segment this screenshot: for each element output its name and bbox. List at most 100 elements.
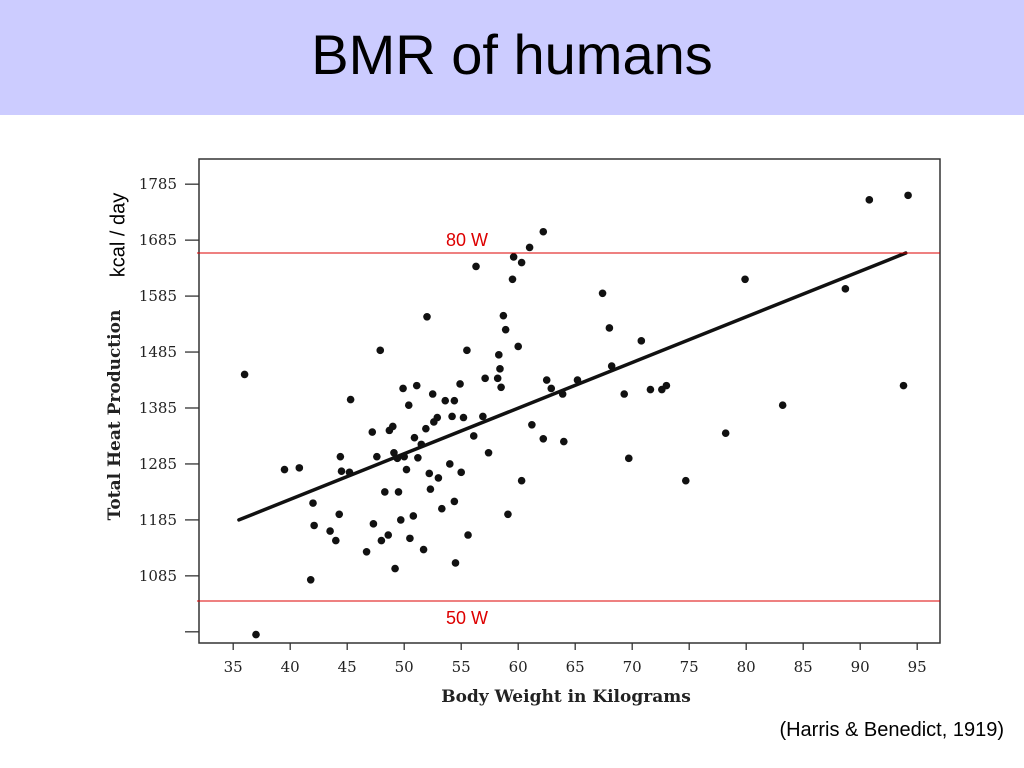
data-point	[434, 474, 443, 482]
data-point	[525, 243, 534, 252]
data-point	[508, 275, 517, 284]
data-point	[778, 401, 787, 409]
data-point	[528, 420, 536, 429]
y-tick-label: 1385	[139, 399, 177, 417]
x-tick-label: 40	[281, 658, 300, 676]
slide-title: BMR of humans	[311, 23, 713, 86]
data-point	[499, 311, 508, 320]
data-point	[391, 564, 399, 573]
x-tick-label: 45	[338, 658, 357, 676]
data-point	[335, 510, 344, 519]
data-point	[425, 469, 434, 478]
x-tick-label: 70	[623, 658, 642, 676]
data-point	[721, 429, 730, 437]
data-point	[495, 351, 503, 359]
data-point	[376, 346, 385, 355]
data-point	[469, 432, 478, 440]
data-point	[399, 384, 407, 393]
data-point	[402, 465, 411, 474]
data-point	[396, 516, 405, 524]
data-point	[450, 497, 459, 506]
unit-label-text: kcal / day	[107, 192, 130, 278]
y-tick-label: 1485	[139, 343, 177, 361]
data-point	[539, 227, 548, 236]
y-tick-label: 1185	[139, 511, 177, 529]
title-band	[0, 0, 1024, 115]
regression-line	[237, 251, 908, 522]
x-tick-label: 35	[224, 658, 243, 676]
data-point	[240, 370, 249, 379]
data-point	[464, 531, 472, 539]
y-tick-label: 1085	[139, 567, 177, 585]
data-point	[423, 312, 431, 321]
data-point	[451, 559, 460, 567]
data-point	[741, 275, 749, 284]
y-tick-label: 1585	[139, 287, 177, 305]
data-point	[377, 536, 386, 545]
data-point	[426, 485, 435, 493]
x-tick-label: 50	[395, 658, 414, 676]
data-point	[457, 468, 466, 477]
y-axis-title: Total Heat Production	[105, 310, 125, 521]
data-point	[394, 488, 403, 496]
data-point	[605, 324, 614, 332]
data-point	[448, 412, 456, 421]
data-point	[547, 384, 556, 393]
data-point	[497, 383, 505, 392]
data-point	[514, 342, 522, 351]
data-point	[662, 381, 671, 390]
data-point	[410, 433, 419, 442]
tick-layer: 35 40 45 50 55 60 65 70 75 80 85 90 95 1085 1185 1285 13…	[139, 175, 927, 676]
data-point	[368, 428, 377, 436]
data-point	[384, 531, 393, 539]
reference-lines: 80 W 50 W	[197, 230, 940, 628]
data-point	[646, 385, 655, 394]
data-point	[381, 488, 389, 496]
data-point	[620, 390, 629, 398]
data-point	[326, 527, 334, 535]
data-point	[446, 460, 454, 468]
data-point	[306, 575, 315, 584]
data-point	[409, 512, 418, 520]
reference-line-label: 50 W	[446, 608, 488, 628]
citation: (Harris & Benedict, 1919)	[779, 719, 1004, 741]
reference-line-label: 80 W	[446, 230, 488, 250]
x-tick-label: 95	[908, 658, 927, 676]
data-point	[414, 453, 422, 462]
data-point	[481, 374, 489, 383]
data-point	[428, 390, 437, 398]
x-tick-label: 75	[680, 658, 699, 676]
data-point	[433, 413, 442, 422]
data-point	[456, 380, 464, 388]
data-point	[542, 376, 551, 384]
data-point	[509, 253, 518, 261]
data-point	[681, 476, 690, 485]
data-point	[484, 448, 493, 457]
data-point	[362, 547, 371, 556]
data-point	[406, 534, 414, 543]
y-tick-label: 1685	[139, 231, 177, 249]
data-point	[373, 452, 381, 461]
data-point	[904, 191, 912, 200]
x-axis-title: Body Weight in Kilograms	[441, 687, 691, 707]
data-point	[841, 285, 850, 293]
data-point	[309, 499, 317, 507]
data-point	[252, 630, 260, 639]
data-point	[450, 396, 459, 405]
data-point	[899, 381, 908, 390]
x-tick-label: 65	[566, 658, 585, 676]
data-point	[441, 396, 450, 405]
data-point	[472, 262, 480, 271]
data-point	[412, 381, 421, 390]
data-point	[865, 196, 874, 204]
data-point	[332, 536, 340, 545]
data-point	[336, 452, 345, 461]
data-point	[390, 448, 398, 457]
data-point	[346, 395, 355, 404]
unit-label: kcal / day	[107, 180, 131, 290]
data-point	[607, 362, 616, 370]
data-point	[463, 346, 471, 355]
data-point	[504, 510, 512, 519]
data-point	[389, 422, 397, 431]
x-tick-label: 55	[452, 658, 471, 676]
